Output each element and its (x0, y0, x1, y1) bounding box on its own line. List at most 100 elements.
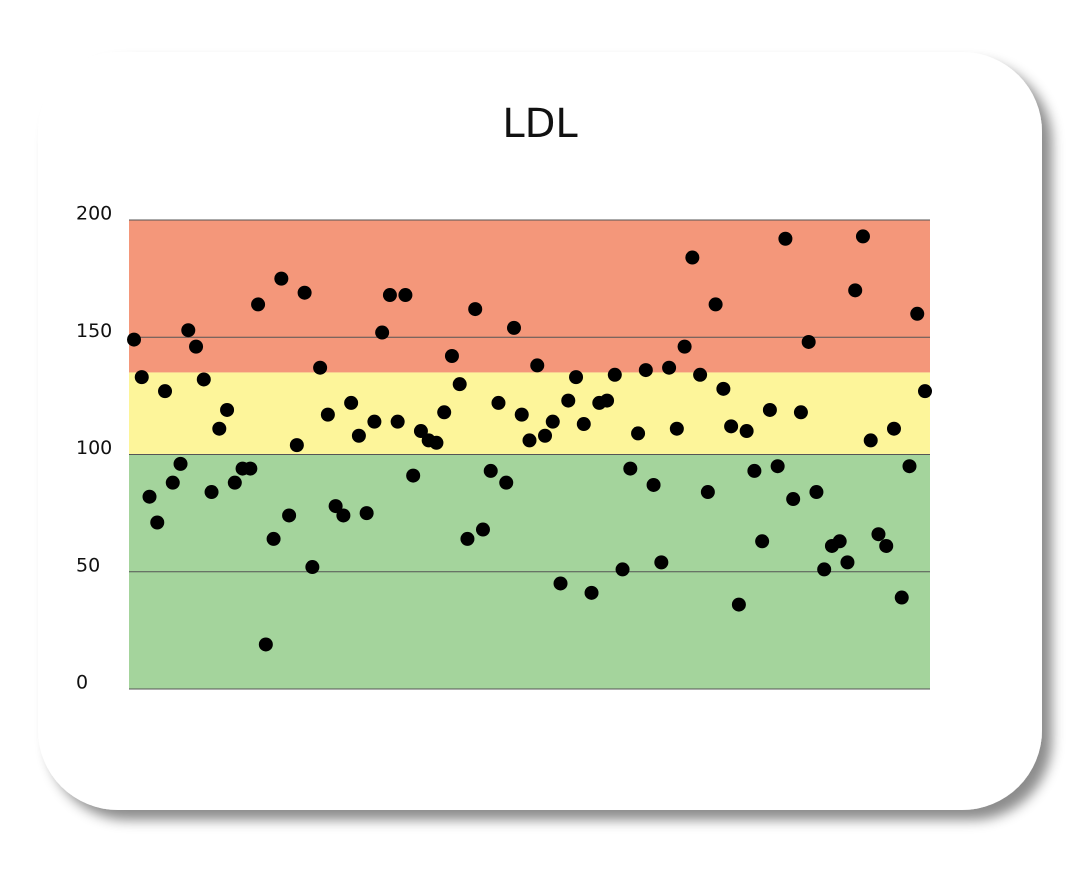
point (879, 538, 894, 553)
point (251, 297, 266, 312)
point (460, 531, 475, 546)
point (305, 560, 320, 575)
point (344, 395, 359, 410)
point (282, 508, 297, 523)
point (406, 468, 421, 483)
point (150, 515, 165, 530)
point (336, 508, 351, 523)
y-tick-label: 150 (76, 320, 112, 342)
point (220, 402, 235, 417)
point (328, 499, 343, 514)
point (747, 463, 762, 478)
point (871, 527, 886, 542)
point (491, 395, 506, 410)
point (654, 555, 669, 570)
point (181, 323, 196, 338)
point (429, 435, 444, 450)
point (662, 360, 677, 375)
point (631, 426, 646, 441)
point (382, 288, 397, 303)
point (902, 459, 917, 474)
point (886, 421, 901, 436)
point (855, 229, 870, 244)
point (770, 459, 785, 474)
y-tick-label: 100 (76, 437, 112, 459)
point (762, 402, 777, 417)
point (910, 306, 925, 321)
point (848, 283, 863, 298)
point (817, 562, 832, 577)
point (623, 461, 638, 476)
point (716, 381, 731, 396)
point (786, 492, 801, 507)
point (918, 384, 932, 399)
point (398, 288, 413, 303)
point (840, 555, 855, 570)
point (212, 421, 227, 436)
chart-title: LDL (502, 101, 578, 147)
point (530, 358, 545, 373)
point (538, 428, 553, 443)
point (243, 461, 258, 476)
band (129, 220, 930, 373)
point (724, 419, 739, 434)
point (793, 405, 808, 420)
point (313, 360, 328, 375)
point (545, 414, 560, 429)
point (832, 534, 847, 549)
point (506, 320, 521, 335)
point (739, 424, 754, 439)
point (359, 506, 374, 521)
point (375, 325, 390, 340)
point (351, 428, 366, 443)
point (452, 377, 467, 392)
point (289, 438, 304, 453)
point (685, 250, 700, 265)
point (320, 407, 335, 422)
point (468, 302, 483, 317)
point (499, 475, 514, 490)
point (615, 562, 630, 577)
point (700, 485, 715, 500)
point (444, 349, 459, 364)
point (413, 424, 428, 439)
point (297, 285, 312, 300)
point (514, 407, 529, 422)
point (638, 363, 653, 378)
point (165, 475, 180, 490)
point (142, 489, 157, 504)
point (483, 463, 498, 478)
point (693, 367, 708, 382)
point (584, 585, 599, 600)
point (196, 372, 211, 387)
point (522, 433, 537, 448)
point (778, 231, 793, 246)
point (755, 534, 770, 549)
point (600, 393, 615, 408)
point (569, 370, 584, 385)
y-tick-label: 200 (76, 203, 112, 225)
point (809, 485, 824, 500)
point (475, 522, 490, 537)
point (863, 433, 878, 448)
point (204, 485, 219, 500)
point (669, 421, 684, 436)
point (708, 297, 723, 312)
point (367, 414, 382, 429)
point (258, 637, 273, 652)
point (390, 414, 405, 429)
point (227, 475, 242, 490)
y-tick-label: 50 (76, 554, 100, 576)
point (576, 417, 591, 432)
point (607, 367, 622, 382)
point (894, 590, 909, 605)
point (173, 456, 188, 471)
point (561, 393, 576, 408)
point (266, 531, 281, 546)
point (677, 339, 692, 354)
point (553, 576, 568, 591)
point (134, 370, 149, 385)
point (646, 477, 661, 492)
point (801, 334, 816, 349)
